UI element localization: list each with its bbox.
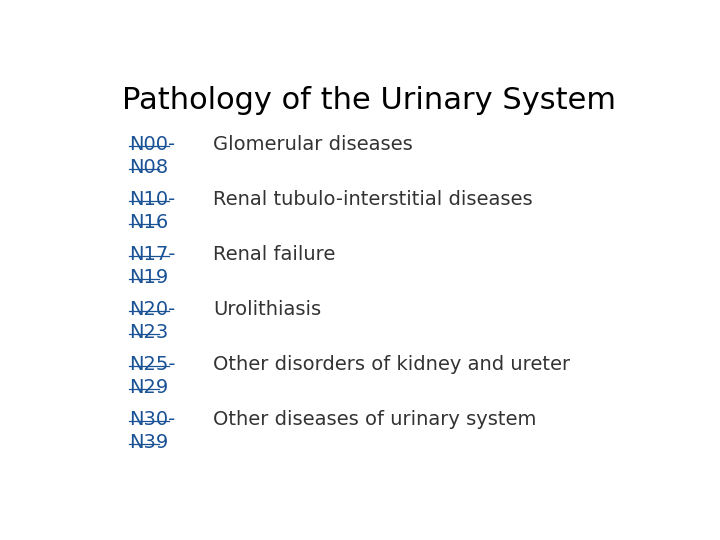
Text: N16: N16 — [129, 213, 168, 232]
Text: Glomerular diseases: Glomerular diseases — [213, 136, 413, 154]
Text: N25-: N25- — [129, 355, 176, 374]
Text: N19: N19 — [129, 268, 168, 287]
Text: N08: N08 — [129, 158, 168, 177]
Text: Urolithiasis: Urolithiasis — [213, 300, 321, 319]
Text: Pathology of the Urinary System: Pathology of the Urinary System — [122, 85, 616, 114]
Text: N23: N23 — [129, 323, 168, 342]
Text: N30-: N30- — [129, 410, 175, 429]
Text: Renal tubulo-interstitial diseases: Renal tubulo-interstitial diseases — [213, 191, 532, 210]
Text: N10-: N10- — [129, 191, 175, 210]
Text: Other diseases of urinary system: Other diseases of urinary system — [213, 410, 536, 429]
Text: Renal failure: Renal failure — [213, 245, 335, 264]
Text: N20-: N20- — [129, 300, 175, 319]
Text: N39: N39 — [129, 433, 168, 452]
Text: N00-: N00- — [129, 136, 175, 154]
Text: N17-: N17- — [129, 245, 176, 264]
Text: N29: N29 — [129, 378, 168, 397]
Text: Other disorders of kidney and ureter: Other disorders of kidney and ureter — [213, 355, 570, 374]
